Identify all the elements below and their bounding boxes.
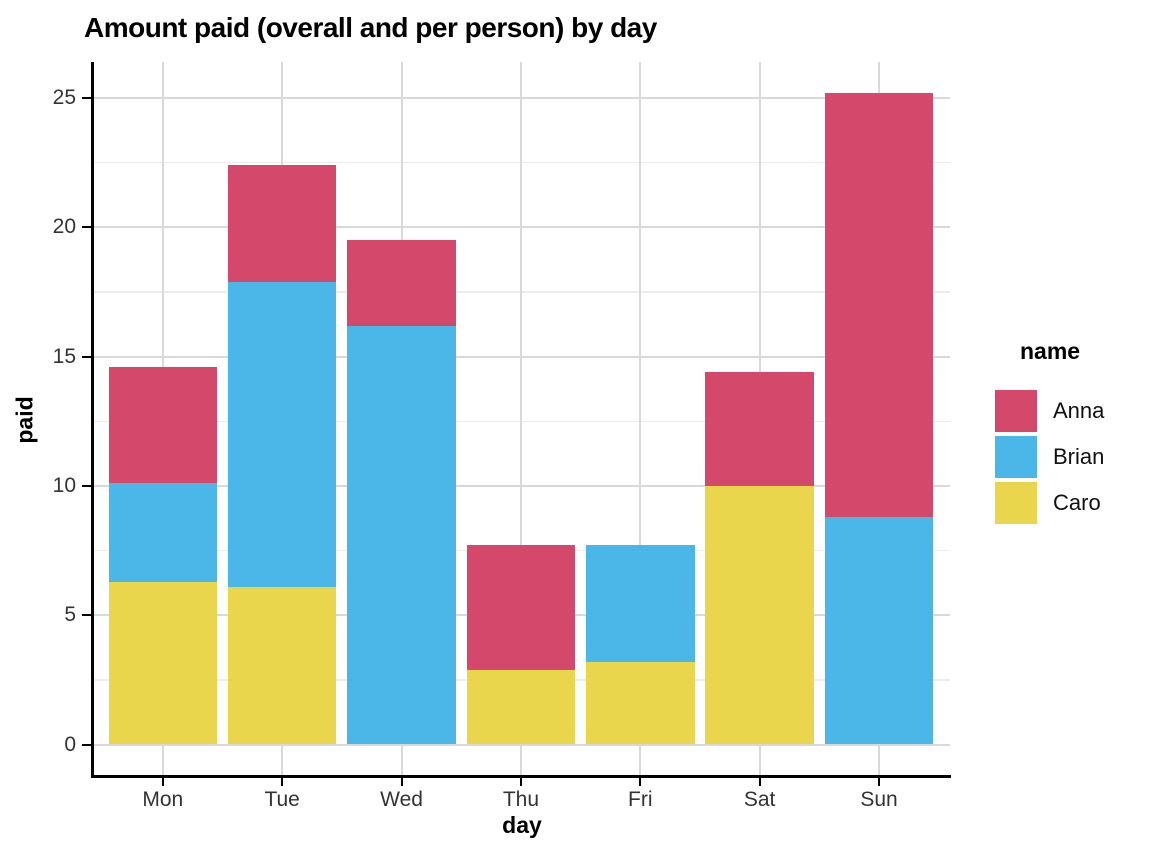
y-axis-tick	[82, 355, 91, 358]
y-axis-line	[91, 62, 94, 778]
x-axis-tick	[161, 778, 164, 786]
y-axis-tick	[82, 226, 91, 229]
bar-segment-anna-sat	[705, 372, 814, 486]
legend-swatch-brian	[995, 436, 1037, 478]
y-axis-title: paid	[11, 396, 38, 444]
bar-segment-anna-mon	[108, 366, 218, 484]
y-axis-tick-label: 5	[64, 603, 76, 627]
y-axis-tick-label: 20	[52, 215, 76, 239]
legend-row-caro: Caro	[993, 482, 1104, 524]
bar-segment-caro-sat	[705, 485, 814, 745]
legend-title: name	[1020, 338, 1081, 364]
legend-items: Anna Brian Caro	[993, 390, 1104, 524]
bar-segment-caro-fri	[586, 661, 695, 745]
x-axis-tick	[519, 778, 522, 786]
legend-label-brian: Brian	[1053, 444, 1105, 469]
bar-segment-brian-sun	[824, 516, 934, 745]
x-axis-tick	[400, 778, 403, 786]
y-axis-tick-label: 10	[52, 473, 76, 497]
legend-swatch-caro	[995, 482, 1037, 524]
x-axis-line	[91, 775, 951, 778]
gridline-vertical-fri	[639, 62, 642, 777]
y-axis-tick-label: 25	[52, 86, 76, 109]
bar-segment-caro-tue	[227, 586, 337, 745]
gridline-vertical-thu	[519, 62, 522, 777]
y-axis-tick	[82, 97, 91, 99]
bar-segment-brian-tue	[227, 281, 337, 587]
y-axis-tick-label: 15	[52, 344, 76, 368]
y-axis-tick	[82, 614, 91, 617]
gridline-major	[94, 226, 950, 229]
bar-segment-caro-mon	[108, 581, 218, 745]
x-axis-tick	[878, 778, 881, 786]
y-axis-tick-label: 0	[64, 732, 76, 756]
bar-segment-brian-wed	[347, 325, 456, 745]
legend-label-anna: Anna	[1053, 398, 1105, 423]
x-axis-tick-label: Sat	[743, 788, 776, 811]
legend-label-caro: Caro	[1053, 490, 1101, 515]
y-axis-tick	[82, 743, 91, 746]
legend-row-anna: Anna	[993, 390, 1104, 432]
bar-segment-caro-thu	[466, 669, 576, 745]
plot-area	[94, 62, 950, 777]
bar-segment-anna-sun	[824, 92, 934, 517]
legend: name Anna Brian Caro	[993, 338, 1104, 528]
x-axis-tick-label: Fri	[628, 788, 653, 811]
x-axis-tick-label: Wed	[380, 788, 423, 811]
bar-segment-brian-mon	[108, 483, 218, 582]
bar-segment-brian-fri	[586, 545, 695, 662]
x-axis-title: day	[502, 812, 542, 838]
x-axis-tick-label: Mon	[142, 788, 184, 811]
bar-segment-anna-wed	[347, 240, 456, 326]
gridline-major	[94, 355, 950, 358]
x-axis-tick-label: Tue	[264, 788, 300, 811]
gridline-minor	[94, 420, 950, 422]
y-axis-tick	[82, 484, 91, 487]
gridline-major	[94, 743, 950, 746]
gridline-minor	[94, 291, 950, 293]
x-axis-tick-label: Sun	[860, 788, 898, 811]
x-axis-tick-label: Thu	[502, 788, 539, 811]
gridline-major	[94, 97, 950, 99]
legend-row-brian: Brian	[993, 436, 1104, 478]
x-axis-tick	[758, 778, 761, 786]
chart-title: Amount paid (overall and per person) by …	[84, 12, 657, 43]
bar-segment-anna-thu	[466, 545, 576, 670]
gridline-minor	[94, 161, 950, 164]
x-axis-tick	[639, 778, 642, 786]
bar-segment-anna-tue	[227, 165, 337, 282]
gridline-major	[94, 484, 950, 487]
x-axis-tick	[281, 778, 284, 786]
legend-swatch-anna	[995, 390, 1037, 432]
